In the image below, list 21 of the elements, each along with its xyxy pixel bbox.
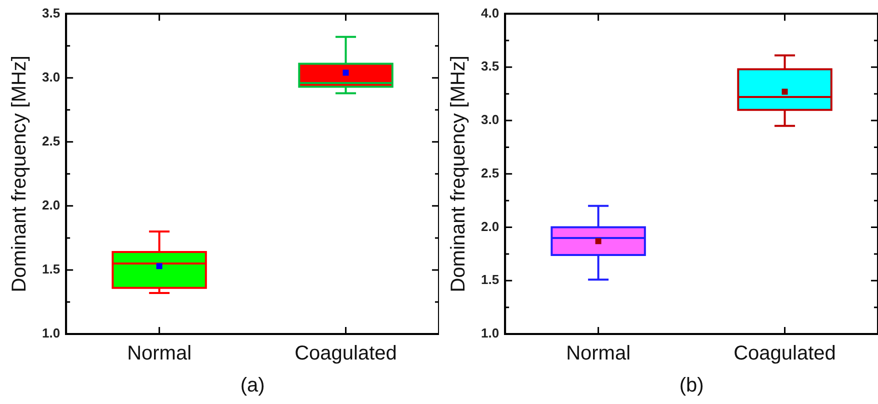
x-tick-label: Coagulated	[734, 342, 836, 365]
y-tick-label: 2.5	[42, 133, 60, 148]
y-tick-label: 2.0	[42, 198, 60, 212]
y-tick-label: 1.5	[480, 272, 500, 288]
y-tick-label: 1.0	[480, 326, 500, 341]
y-tick-label: 3.5	[42, 5, 60, 20]
y-tick-label: 1.0	[42, 326, 60, 341]
x-tick-label: Coagulated	[294, 342, 397, 365]
x-axis-title: (b)	[679, 374, 704, 397]
y-tick-label: 3.5	[480, 58, 500, 74]
x-axis-title: (a)	[240, 374, 265, 397]
x-tick-label: Normal	[566, 342, 631, 365]
y-tick-label: 2.5	[480, 165, 500, 180]
y-axis-title: Dominant frequency [MHz]	[448, 56, 470, 292]
y-tick-label: 2.0	[480, 218, 500, 234]
x-tick-label: Normal	[127, 342, 192, 365]
y-tick-label: 3.0	[480, 112, 500, 128]
y-tick-label: 3.0	[42, 69, 60, 84]
y-tick-label: 1.5	[42, 262, 60, 277]
y-tick-label: 4.0	[480, 5, 500, 20]
y-axis-title: Dominant frequency [MHz]	[8, 56, 31, 292]
